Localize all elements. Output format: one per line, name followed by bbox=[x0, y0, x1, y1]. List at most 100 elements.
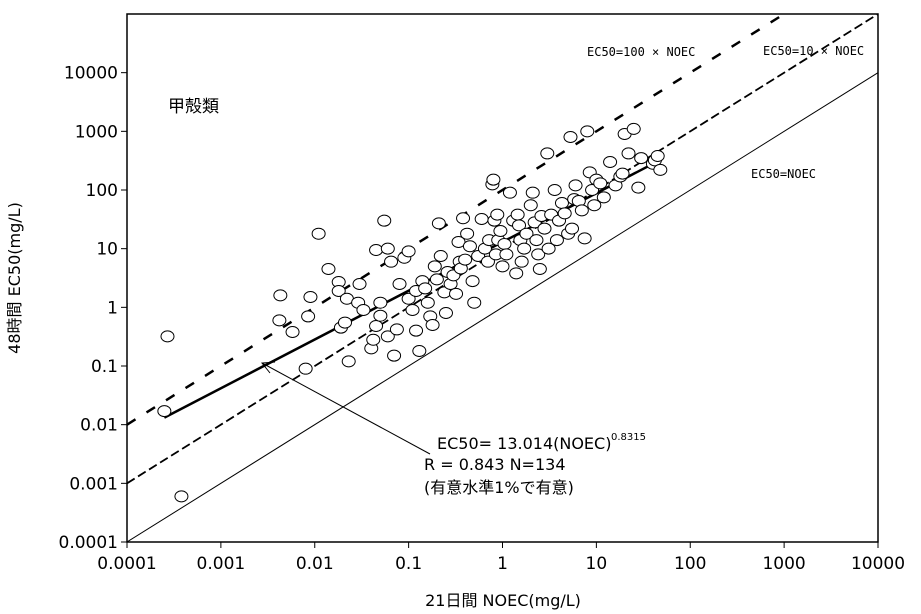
data-point bbox=[429, 273, 444, 286]
data-point bbox=[626, 122, 641, 135]
data-point bbox=[160, 330, 175, 343]
data-point bbox=[634, 152, 649, 165]
data-point bbox=[580, 125, 595, 138]
data-point bbox=[369, 320, 384, 333]
data-point bbox=[456, 212, 471, 225]
y-tick-label: 1000 bbox=[75, 122, 118, 142]
annotation-arrowhead bbox=[261, 361, 276, 374]
data-point bbox=[285, 325, 300, 338]
data-point bbox=[537, 222, 552, 235]
data-point bbox=[273, 289, 288, 302]
data-point bbox=[369, 243, 384, 256]
data-point bbox=[412, 345, 427, 358]
data-point bbox=[547, 184, 562, 196]
data-point bbox=[303, 291, 318, 304]
data-point bbox=[653, 163, 668, 176]
ref-label-1x: EC50=NOEC bbox=[751, 167, 816, 181]
annotation-arrow bbox=[261, 362, 431, 455]
data-point bbox=[431, 217, 446, 230]
data-point bbox=[366, 333, 381, 346]
data-point bbox=[502, 186, 517, 199]
x-tick-label: 0.1 bbox=[395, 554, 422, 574]
y-axis-title: 48時間 EC50(mg/L) bbox=[5, 202, 24, 354]
data-point bbox=[514, 255, 529, 268]
data-point bbox=[401, 292, 416, 305]
ref-label-10x: EC50=10 × NOEC bbox=[763, 44, 864, 58]
data-point bbox=[301, 310, 316, 323]
regression-stats: R = 0.843 N=134 bbox=[424, 455, 566, 474]
y-tick-label: 1 bbox=[107, 298, 118, 318]
data-point bbox=[480, 255, 495, 268]
data-point bbox=[557, 207, 572, 220]
data-point bbox=[603, 156, 618, 169]
data-point bbox=[568, 179, 583, 192]
data-point bbox=[474, 213, 489, 226]
data-point bbox=[174, 490, 189, 503]
data-point bbox=[486, 173, 501, 186]
x-tick-label: 0.001 bbox=[197, 554, 246, 574]
y-tick-label: 0.001 bbox=[69, 474, 118, 494]
data-point bbox=[380, 242, 395, 255]
data-point bbox=[510, 208, 525, 221]
reference-line-1x bbox=[126, 72, 879, 543]
data-point bbox=[331, 284, 346, 297]
data-point bbox=[467, 296, 482, 309]
data-point bbox=[565, 222, 580, 235]
data-point bbox=[529, 234, 544, 247]
data-point bbox=[596, 191, 611, 204]
data-point bbox=[389, 323, 404, 336]
x-tick-label: 0.0001 bbox=[97, 554, 156, 574]
x-tick-label: 10000 bbox=[851, 554, 905, 574]
data-point bbox=[405, 304, 420, 317]
data-point bbox=[650, 149, 665, 162]
data-point bbox=[392, 277, 407, 290]
data-point bbox=[387, 349, 402, 362]
y-tick-label: 0.01 bbox=[80, 416, 118, 436]
data-point bbox=[462, 240, 477, 253]
data-point bbox=[401, 245, 416, 258]
data-point bbox=[541, 242, 556, 255]
data-point bbox=[577, 232, 592, 245]
data-point bbox=[384, 255, 399, 268]
data-point bbox=[337, 316, 352, 329]
data-point bbox=[438, 307, 453, 320]
data-point bbox=[512, 219, 527, 232]
x-tick-label: 1 bbox=[497, 554, 508, 574]
data-point bbox=[465, 275, 480, 288]
chart-title: 甲殻類 bbox=[168, 97, 219, 117]
data-point bbox=[373, 296, 388, 309]
data-point bbox=[523, 199, 538, 212]
data-point bbox=[493, 225, 508, 238]
reference-line-100x bbox=[126, 12, 785, 426]
x-tick-label: 10 bbox=[586, 554, 608, 574]
data-point bbox=[532, 263, 547, 276]
y-tick-label: 100 bbox=[86, 181, 118, 201]
y-tick-label: 10 bbox=[96, 240, 118, 260]
data-point bbox=[157, 405, 172, 418]
data-point bbox=[458, 253, 473, 266]
regression-note: (有意水準1%で有意) bbox=[424, 478, 574, 497]
data-point bbox=[272, 314, 287, 327]
data-point bbox=[593, 177, 608, 190]
data-point bbox=[540, 147, 555, 160]
data-point bbox=[587, 199, 602, 212]
regression-equation: EC50= 13.014(NOEC) bbox=[437, 434, 611, 453]
regression-exponent: 0.8315 bbox=[611, 432, 646, 443]
x-axis-title: 21日間 NOEC(mg/L) bbox=[425, 591, 581, 610]
ref-label-100x: EC50=100 × NOEC bbox=[587, 45, 695, 59]
data-point bbox=[497, 238, 512, 251]
data-point bbox=[380, 330, 395, 343]
x-tick-label: 0.01 bbox=[296, 554, 334, 574]
x-tick-label: 1000 bbox=[762, 554, 805, 574]
data-point bbox=[425, 318, 440, 331]
data-point bbox=[409, 324, 424, 337]
data-point bbox=[621, 147, 636, 160]
y-tick-label: 10000 bbox=[64, 64, 118, 84]
data-point bbox=[615, 167, 630, 180]
data-point bbox=[499, 248, 514, 261]
data-point bbox=[433, 249, 448, 262]
data-point bbox=[418, 282, 433, 295]
data-point bbox=[574, 204, 589, 217]
data-point bbox=[321, 263, 336, 276]
